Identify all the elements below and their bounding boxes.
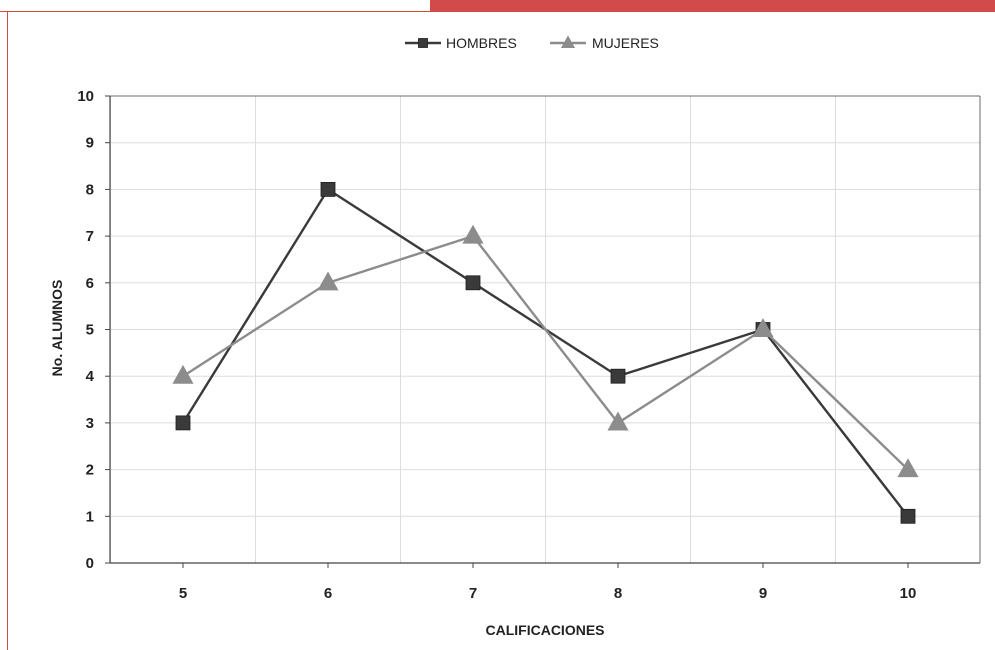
data-point-mujeres — [317, 271, 339, 291]
legend-marker — [418, 38, 428, 48]
y-tick-label: 2 — [86, 462, 94, 479]
y-tick-label: 8 — [86, 181, 94, 198]
x-tick-label: 7 — [469, 585, 477, 602]
axes — [105, 95, 981, 568]
frame-left-border — [7, 11, 8, 650]
data-point-hombres — [610, 368, 626, 384]
series-layer — [172, 181, 919, 524]
legend-item-mujeres: MUJERES — [550, 35, 659, 51]
y-tick-label: 6 — [86, 275, 94, 292]
data-point-hombres — [465, 275, 481, 291]
legend-marker — [560, 35, 576, 49]
gridlines — [110, 95, 980, 563]
y-tick-labels: 0 1 2 3 4 5 6 7 8 9 10 — [77, 88, 94, 572]
data-point-mujeres — [607, 411, 629, 431]
x-tick-labels: 5 6 7 8 9 10 — [179, 585, 917, 602]
frame-top-border — [0, 11, 430, 12]
y-tick-label: 7 — [86, 228, 94, 245]
data-point-hombres — [900, 508, 916, 524]
data-point-mujeres — [172, 364, 194, 384]
y-tick-label: 1 — [86, 508, 94, 525]
data-point-mujeres — [462, 224, 484, 244]
y-tick-label: 9 — [86, 135, 94, 152]
x-tick-label: 6 — [324, 585, 332, 602]
x-tick-label: 10 — [900, 585, 917, 602]
data-point-hombres — [320, 181, 336, 197]
y-tick-label: 0 — [86, 555, 94, 572]
legend-label: MUJERES — [592, 35, 659, 51]
series-mujeres — [172, 224, 919, 478]
legend-label: HOMBRES — [446, 35, 517, 51]
y-tick-label: 4 — [86, 368, 95, 385]
x-tick-label: 5 — [179, 585, 187, 602]
y-tick-label: 5 — [86, 322, 94, 339]
accent-bar — [430, 0, 995, 12]
y-tick-label: 3 — [86, 415, 94, 432]
y-axis-title: No. ALUMNOS — [49, 280, 65, 377]
legend-item-hombres: HOMBRES — [405, 35, 517, 51]
y-tick-label: 10 — [77, 88, 94, 105]
data-point-hombres — [175, 415, 191, 431]
x-tick-label: 9 — [759, 585, 767, 602]
series-line-mujeres — [182, 234, 909, 471]
data-point-mujeres — [897, 458, 919, 478]
x-axis-title: CALIFICACIONES — [486, 622, 605, 638]
legend: HOMBRES MUJERES — [405, 35, 659, 51]
x-tick-label: 8 — [614, 585, 622, 602]
data-point-mujeres — [752, 318, 774, 338]
